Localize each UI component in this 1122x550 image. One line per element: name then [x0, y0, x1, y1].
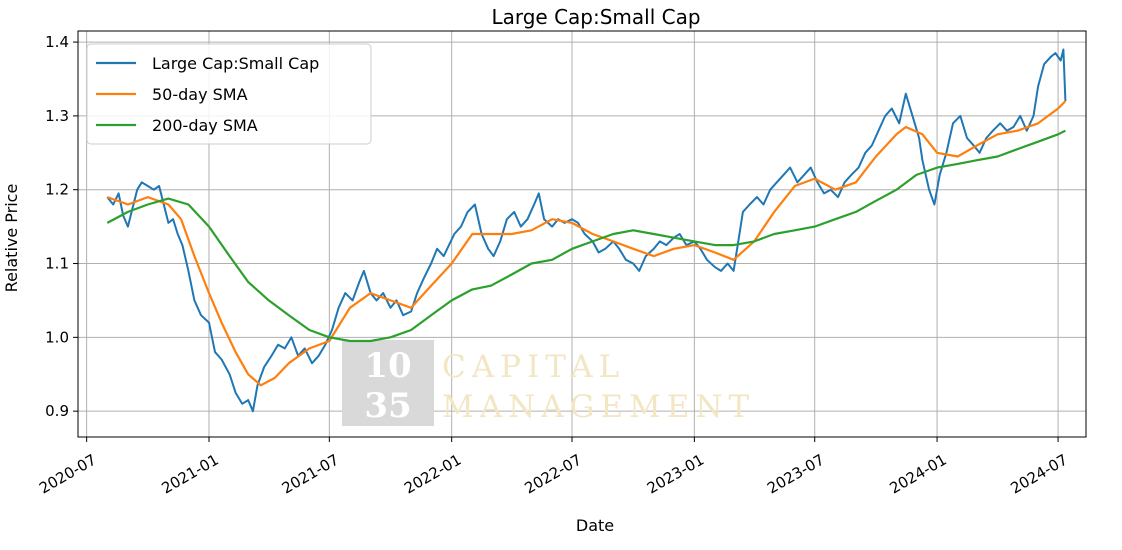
series-layer — [106, 48, 1067, 413]
watermark-logo-box — [342, 340, 434, 426]
legend-label-large-cap-small-cap: Large Cap:Small Cap — [152, 54, 319, 73]
y-tick-label: 1.3 — [45, 107, 69, 125]
legend-label-50-day-sma: 50-day SMA — [152, 85, 248, 104]
chart-title: Large Cap:Small Cap — [491, 5, 700, 29]
series-line-200-day-sma — [106, 129, 1066, 343]
plot-frame — [77, 30, 1087, 438]
watermark-number-top: 10 — [364, 346, 411, 386]
watermark-line1: CAPITAL — [442, 349, 625, 385]
legend-box — [86, 43, 372, 145]
y-axis-label: Relative Price — [2, 184, 21, 293]
watermark: 10 35 CAPITAL MANAGEMENT — [342, 340, 755, 426]
y-tick-label: 1.0 — [45, 328, 69, 346]
series-line-50-day-sma — [106, 100, 1067, 387]
y-tick-label: 1.4 — [45, 33, 69, 51]
legend: Large Cap:Small Cap 50-day SMA 200-day SMA — [86, 43, 372, 145]
y-tick-label: 0.9 — [45, 402, 69, 420]
watermark-line2: MANAGEMENT — [442, 389, 755, 425]
legend-label-200-day-sma: 200-day SMA — [152, 116, 258, 135]
y-tick-label: 1.1 — [45, 255, 69, 273]
y-axis-ticks: 0.9 1.0 1.1 1.2 1.3 1.4 — [45, 33, 78, 420]
y-tick-label: 1.2 — [45, 181, 69, 199]
watermark-number-bottom: 35 — [364, 386, 411, 426]
x-axis-label: Date — [576, 516, 614, 535]
